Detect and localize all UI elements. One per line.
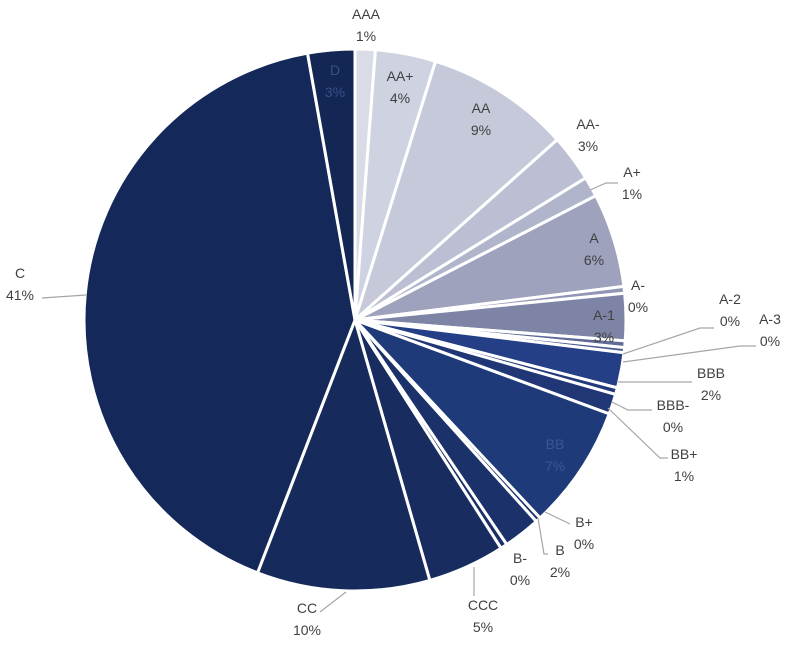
data-label-b: B 2% [550,542,570,580]
data-label-a-3: A-3 0% [759,311,781,349]
data-label-percent: 1% [674,468,694,484]
data-label-name: BB+ [671,446,698,462]
data-label-name: AA+ [387,68,414,84]
data-label-bbb: BBB 2% [697,365,725,403]
data-label-aaa: AAA 1% [352,6,381,44]
pie-slice-bb [353,318,612,521]
data-label-bbb-: BBB- 0% [657,397,690,435]
data-label-aa-: AA+ 4% [387,68,414,106]
data-label-b-: B+ 0% [574,514,594,552]
data-label-percent: 0% [760,333,780,349]
data-label-c: C 41% [6,265,34,303]
data-label-name: AA- [576,116,600,132]
leader-line-a-3 [622,345,756,363]
leader-lines [41,182,756,613]
data-label-percent: 10% [293,622,321,638]
data-label-name: CCC [468,597,498,613]
data-label-bb: BB 7% [545,436,565,474]
leader-line-bb- [607,407,668,459]
data-label-a-: A+ 1% [622,164,642,202]
data-label-a-: A- 0% [628,277,648,315]
data-label-percent: 0% [628,299,648,315]
data-label-name: B [555,542,564,558]
data-label-percent: 9% [471,122,491,138]
data-label-percent: 1% [356,28,376,44]
data-label-a-1: A-1 3% [593,307,615,345]
data-label-cc: CC 10% [293,600,321,638]
data-label-percent: 7% [545,458,565,474]
data-label-percent: 0% [574,536,594,552]
leader-line-b [537,517,548,555]
data-label-percent: 4% [390,90,410,106]
data-label-percent: 41% [6,287,34,303]
data-label-b-: B- 0% [510,550,530,588]
leader-line-cc [319,591,347,613]
data-label-aa: AA 9% [471,100,491,138]
data-label-percent: 3% [594,329,614,345]
data-label-percent: 3% [325,84,345,100]
data-label-aa-: AA- 3% [576,116,600,154]
leader-line-a-2 [622,327,714,355]
data-labels: AAA 1%AA+ 4%AA 9% AA-3%A+ 1%A 6%A-0%A-1 3%A-2 0%… [6,6,781,638]
data-label-percent: 1% [622,186,642,202]
data-label-name: A+ [623,164,641,180]
data-label-name: BBB [697,365,725,381]
data-label-a-2: A-2 0% [719,291,741,329]
pie-slice-d [305,47,357,321]
pie-slices [82,47,628,593]
data-label-percent: 0% [510,572,530,588]
data-label-name: A [589,230,599,246]
data-label-name: B- [513,550,527,566]
data-label-name: BBB- [657,397,690,413]
pie-slice-c [82,51,357,575]
data-label-percent: 2% [701,387,721,403]
data-label-name: BB [546,436,565,452]
data-label-name: CC [297,600,317,616]
data-label-percent: 3% [578,138,598,154]
data-label-bb-: BB+ 1% [671,446,698,484]
leader-line-c [41,294,87,299]
data-label-percent: 0% [663,419,683,435]
data-label-d: D 3% [325,62,345,100]
data-label-name: B+ [575,514,593,530]
data-label-ccc: CCC 5% [468,597,498,635]
data-label-percent: 5% [473,619,493,635]
data-label-name: D [330,62,340,78]
data-label-percent: 0% [720,313,740,329]
data-label-name: AAA [352,6,381,22]
pie-slice-aa [351,59,560,325]
leader-line-b- [544,511,571,525]
data-label-percent: 6% [584,252,604,268]
leader-line-a- [589,182,618,191]
data-label-name: A-2 [719,291,741,307]
data-label-percent: 2% [550,564,570,580]
leader-line-bbb- [611,401,652,411]
data-label-name: A- [631,277,645,293]
data-label-name: A-1 [593,307,615,323]
data-label-a: A 6% [584,230,604,268]
data-label-name: AA [472,100,491,116]
pie-slice-cc [255,315,432,593]
data-label-name: C [15,265,25,281]
data-label-name: A-3 [759,311,781,327]
